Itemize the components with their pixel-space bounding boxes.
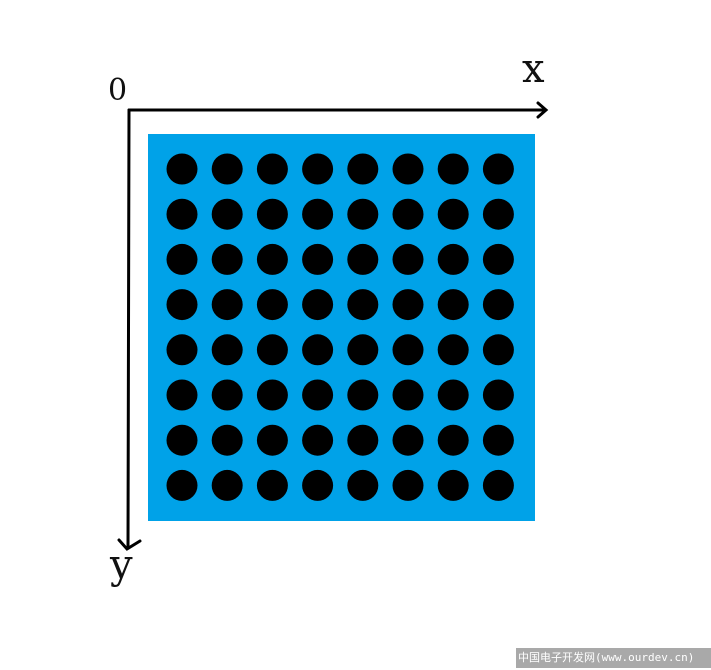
led-dot xyxy=(211,379,243,411)
led-dot xyxy=(437,153,469,185)
led-dot xyxy=(392,243,424,275)
led-dot xyxy=(166,243,198,275)
led-dot xyxy=(302,243,334,275)
led-dot xyxy=(347,379,379,411)
led-dot xyxy=(437,469,469,501)
led-dot xyxy=(437,198,469,230)
led-dot xyxy=(392,379,424,411)
led-dot xyxy=(482,379,514,411)
y-axis-arrowhead xyxy=(117,538,142,551)
led-dot xyxy=(482,153,514,185)
led-dot xyxy=(211,334,243,366)
led-dot xyxy=(256,379,288,411)
led-dot xyxy=(347,469,379,501)
led-dot xyxy=(392,198,424,230)
led-dot xyxy=(347,153,379,185)
led-dot xyxy=(482,469,514,501)
led-dot xyxy=(347,334,379,366)
led-dot xyxy=(437,243,469,275)
led-dot xyxy=(256,424,288,456)
led-dot xyxy=(256,289,288,321)
led-dot xyxy=(166,198,198,230)
led-dot xyxy=(437,379,469,411)
led-dot xyxy=(256,198,288,230)
site-watermark: 中国电子开发网(www.ourdev.cn) xyxy=(516,648,711,668)
led-dot xyxy=(482,243,514,275)
led-dot xyxy=(166,153,198,185)
led-dot xyxy=(347,424,379,456)
led-dot xyxy=(256,469,288,501)
led-dot xyxy=(302,469,334,501)
led-dot xyxy=(347,198,379,230)
led-dot xyxy=(211,424,243,456)
led-dot xyxy=(166,334,198,366)
led-dot xyxy=(302,379,334,411)
led-dot xyxy=(256,243,288,275)
led-dot xyxy=(392,289,424,321)
led-dot xyxy=(392,334,424,366)
x-axis-arrowhead xyxy=(536,101,549,119)
led-dot xyxy=(211,243,243,275)
led-dot xyxy=(482,289,514,321)
y-axis-label: y xyxy=(109,542,133,588)
led-dot xyxy=(166,424,198,456)
led-dot xyxy=(211,289,243,321)
led-matrix-panel xyxy=(148,134,535,521)
led-dot xyxy=(437,289,469,321)
led-dot xyxy=(166,289,198,321)
led-dot xyxy=(392,153,424,185)
led-dot xyxy=(482,424,514,456)
led-dot xyxy=(211,153,243,185)
led-dot xyxy=(256,334,288,366)
led-dot xyxy=(347,243,379,275)
led-dot xyxy=(302,153,334,185)
led-dot xyxy=(166,469,198,501)
led-dot xyxy=(211,469,243,501)
x-axis-label: x xyxy=(522,46,545,92)
led-dot xyxy=(392,469,424,501)
y-axis xyxy=(117,108,142,551)
x-axis xyxy=(127,101,549,119)
led-dot xyxy=(482,334,514,366)
led-dot xyxy=(211,198,243,230)
led-dot xyxy=(437,424,469,456)
led-dot xyxy=(347,289,379,321)
led-dot xyxy=(302,334,334,366)
led-dot xyxy=(302,424,334,456)
origin-label: 0 xyxy=(108,73,127,108)
led-dot xyxy=(302,289,334,321)
y-axis-line xyxy=(126,108,131,550)
led-dot xyxy=(392,424,424,456)
led-dot xyxy=(166,379,198,411)
led-dot-grid xyxy=(166,153,514,501)
led-dot xyxy=(302,198,334,230)
led-dot xyxy=(482,198,514,230)
led-dot xyxy=(437,334,469,366)
led-dot xyxy=(256,153,288,185)
